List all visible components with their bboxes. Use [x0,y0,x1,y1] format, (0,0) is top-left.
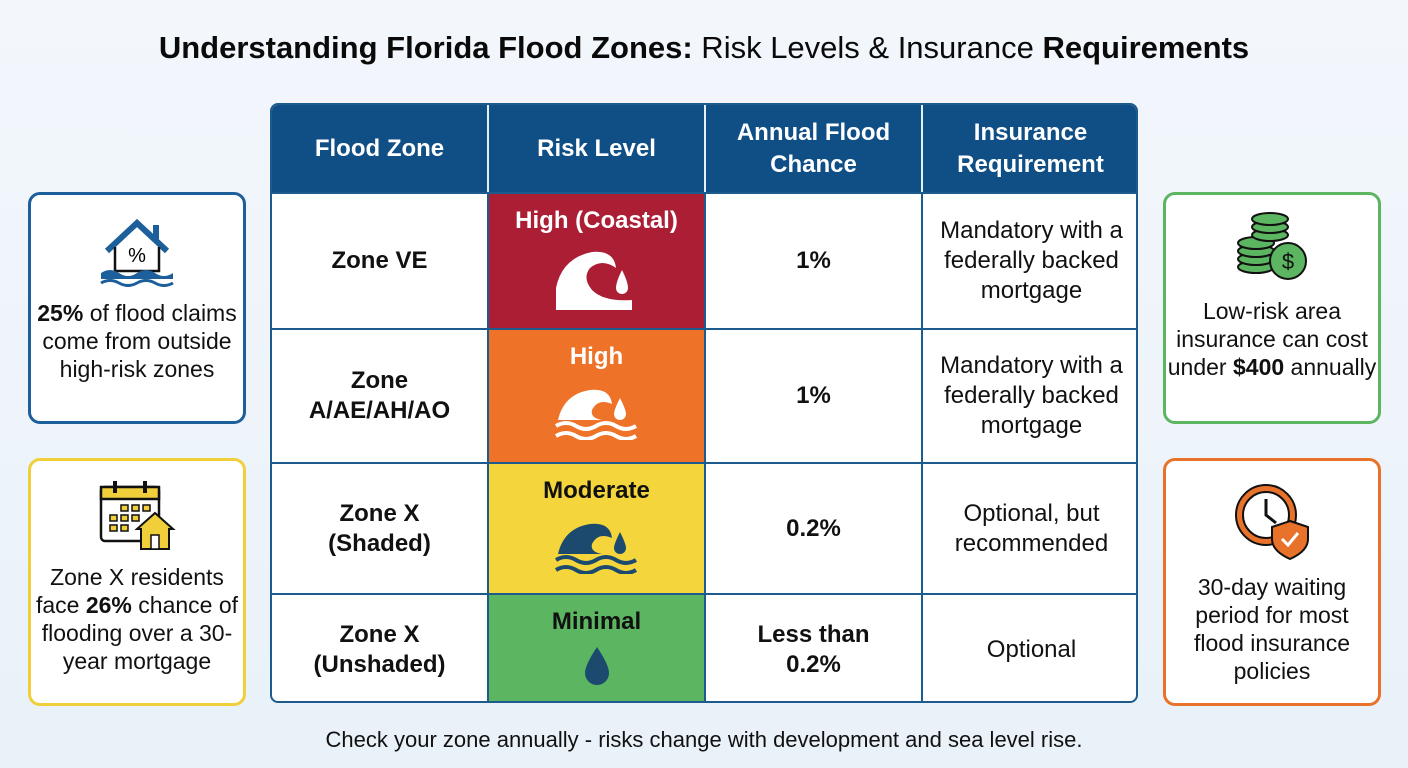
wave-drop-icon [554,523,637,574]
insurance-cell: Optional [923,593,1136,701]
zone-cell: Zone X (Shaded) [272,462,489,593]
footer-note: Check your zone annually - risks change … [325,727,1083,752]
insurance-cell: Mandatory with a federally backed mortga… [923,328,1136,462]
risk-label: Moderate [543,477,650,504]
header-flood-zone: Flood Zone [272,105,489,192]
chance-cell: Less than 0.2% [706,593,923,701]
stat-waiting-text: 30-day waiting period for most flood ins… [1194,574,1350,685]
flooded-house-percent-icon: % [100,218,174,287]
stat-card-zone-x: Zone X residents face 26% chance of floo… [28,458,246,706]
header-annual-chance: Annual Flood Chance [706,105,923,192]
stat-cost-text: Low-risk area insurance can cost under $… [1167,298,1377,381]
risk-cell: Minimal [489,593,706,701]
stat-zone-x-text: Zone X residents face 26% chance of floo… [35,564,239,675]
wave-drop-icon [554,389,637,440]
stat-claims-text: 25% of flood claims come from outside hi… [37,300,237,383]
chance-cell: 1% [706,328,923,462]
risk-cell: Moderate [489,462,706,593]
insurance-cell: Optional, but recommended [923,462,1136,593]
risk-label: Minimal [551,608,642,635]
wave-drop-icon [555,251,632,310]
zone-cell: Zone VE [272,192,489,328]
header-risk-level: Risk Level [489,105,706,192]
drop-icon [584,647,609,685]
chance-cell: 0.2% [706,462,923,593]
header-insurance: Insurance Requirement [923,105,1136,192]
flood-zone-table: Flood Zone Risk Level Annual Flood Chanc… [270,103,1138,703]
risk-label: High (Coastal) [515,207,678,234]
risk-cell: High [489,328,706,462]
svg-text:%: % [128,245,146,267]
zone-cell: Zone A/AE/AH/AO [272,328,489,462]
coins-dollar-icon: $ [1237,212,1307,280]
risk-cell: High (Coastal) [489,192,706,328]
chance-cell: 1% [706,192,923,328]
stat-card-waiting: 30-day waiting period for most flood ins… [1163,458,1381,706]
stat-card-claims: % 25% of flood claims come from outside … [28,192,246,424]
clock-shield-icon [1235,484,1309,561]
zone-cell: Zone X (Unshaded) [272,593,489,701]
page-title: Understanding Florida Flood Zones: Risk … [158,30,1250,65]
calendar-house-icon [99,481,176,550]
risk-label: High [569,343,624,370]
stat-card-cost: $ Low-risk area insurance can cost under… [1163,192,1381,424]
insurance-cell: Mandatory with a federally backed mortga… [923,192,1136,328]
svg-text:$: $ [1282,249,1294,274]
